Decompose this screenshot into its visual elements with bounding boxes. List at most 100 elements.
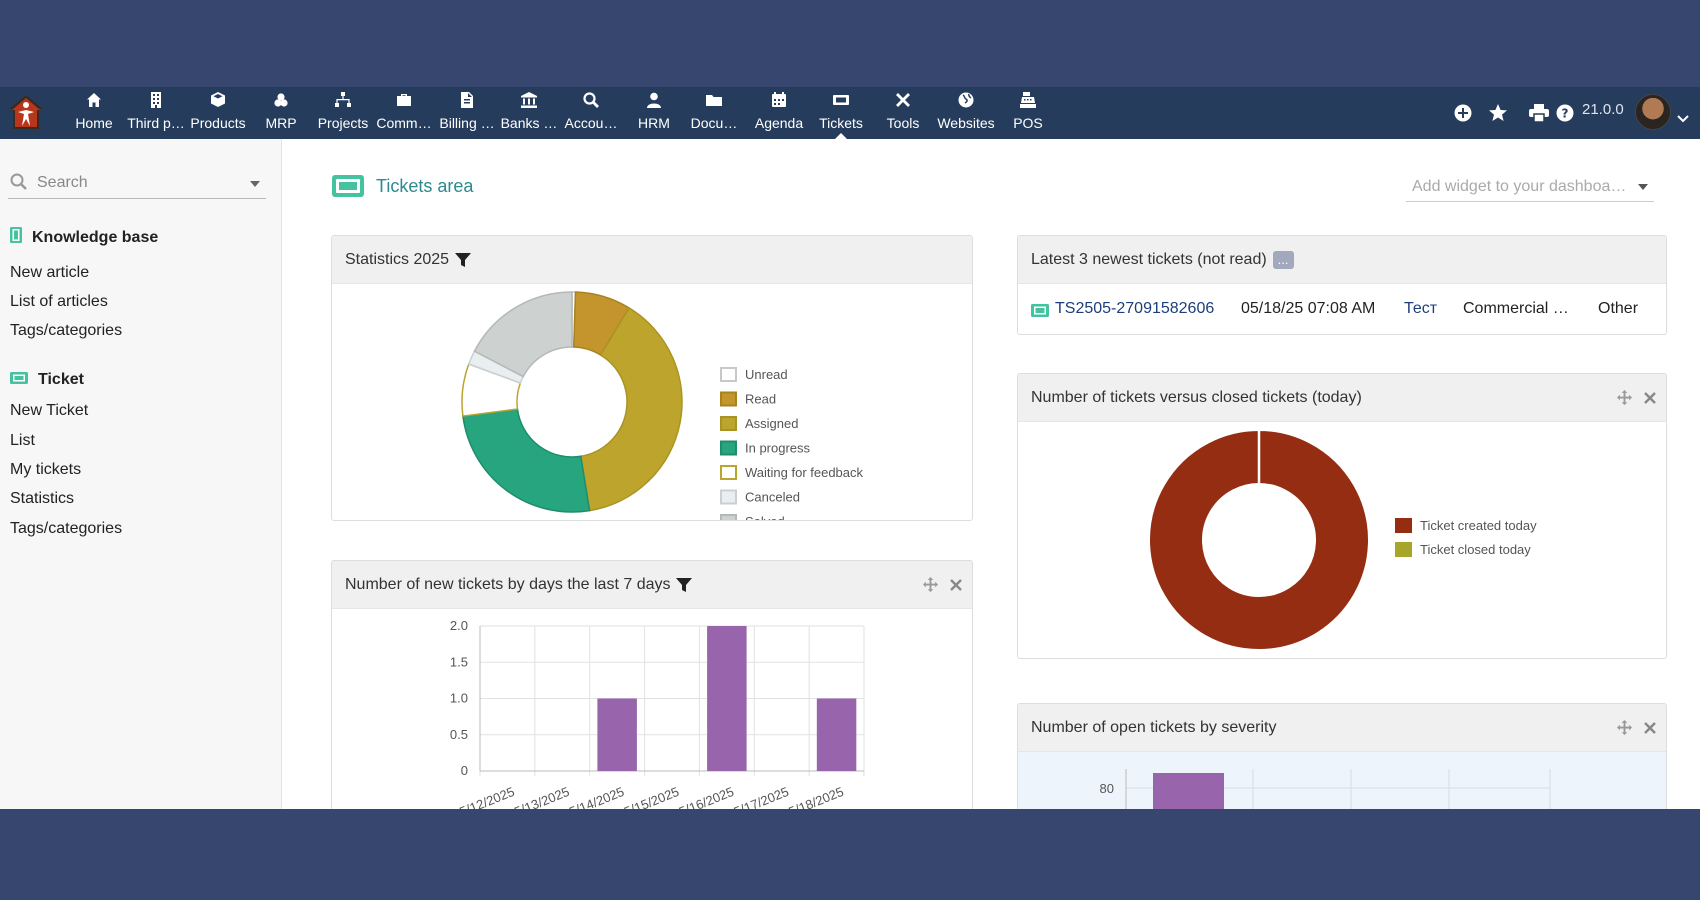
menu-item-websites[interactable]: Websites (934, 87, 998, 139)
close-icon[interactable] (950, 578, 962, 591)
legend-swatch (720, 416, 737, 431)
menu-item-agenda[interactable]: Agenda (749, 87, 809, 139)
add-widget-select[interactable]: Add widget to your dashboa… (1406, 172, 1654, 202)
sidebar-section-knowledge-base[interactable]: Knowledge base (10, 227, 158, 248)
sidebar-link-list[interactable]: List (10, 432, 35, 449)
menu-item-label: Docu… (690, 115, 738, 131)
panel-header: Latest 3 newest tickets (not read) ... (1018, 236, 1666, 284)
bank-icon (521, 92, 537, 108)
menu-item-hrm[interactable]: HRM (627, 87, 681, 139)
sidebar-link-list-articles[interactable]: List of articles (10, 293, 108, 310)
svg-text:?: ? (1562, 107, 1569, 121)
legend-label: Ticket created today (1420, 518, 1537, 533)
menu-item-label: POS (1013, 115, 1043, 131)
menu-item-documents[interactable]: Docu… (687, 87, 741, 139)
folder-icon (706, 95, 722, 106)
legend-swatch (1395, 542, 1412, 557)
menu-item-label: Banks … (500, 115, 558, 131)
new-tickets-bar-chart: 00.51.01.52.005/12/202505/13/202505/14/2… (450, 618, 865, 809)
chevron-down-icon[interactable] (1677, 106, 1689, 132)
open-tickets-severity-panel: Number of open tickets by severity 80 (1017, 703, 1667, 809)
user-avatar[interactable] (1635, 94, 1671, 130)
menu-item-banks[interactable]: Banks … (499, 87, 559, 139)
sidebar-link-statistics[interactable]: Statistics (10, 490, 75, 507)
close-icon[interactable] (1644, 391, 1656, 404)
ticket-date: 05/18/25 07:08 AM (1241, 300, 1376, 317)
ticket-subject-link[interactable]: Тест (1404, 300, 1438, 317)
menu-item-label: HRM (638, 115, 670, 131)
ticket-type: Commercial … (1463, 300, 1569, 317)
menu-item-pos[interactable]: POS (1003, 87, 1053, 139)
create-icon[interactable] (1454, 100, 1472, 126)
sidebar-link-ticket-tags[interactable]: Tags/categories (10, 520, 123, 537)
menu-item-products[interactable]: Products (188, 87, 248, 139)
top-menu-bar: Home Third p… Products MRP Projects Comm… Bill… (0, 87, 1700, 139)
help-icon[interactable]: ? (1556, 100, 1574, 126)
ticket-category: Other (1598, 300, 1639, 317)
building-icon (151, 92, 161, 108)
sidebar-section-title: Knowledge base (32, 228, 159, 246)
menu-item-tickets[interactable]: Tickets (813, 87, 869, 139)
menu-item-commercial[interactable]: Comm… (375, 87, 433, 139)
legend-swatch (720, 391, 737, 407)
close-icon[interactable] (1644, 721, 1656, 734)
y-tick-label: 1.5 (450, 654, 468, 669)
menu-item-home[interactable]: Home (64, 87, 124, 139)
y-tick-label: 0.5 (450, 727, 468, 742)
legend-swatch (720, 465, 737, 480)
donut-slice-ticket-created-today[interactable] (1147, 428, 1370, 651)
menu-item-billing[interactable]: Billing … (436, 87, 498, 139)
move-icon[interactable] (1617, 390, 1632, 405)
sidebar-link-new-ticket[interactable]: New Ticket (10, 402, 89, 419)
menu-item-mrp[interactable]: MRP (256, 87, 306, 139)
bar[interactable] (816, 698, 857, 772)
menu-item-label: Comm… (376, 115, 432, 131)
filter-icon[interactable] (676, 577, 693, 593)
move-icon[interactable] (923, 577, 938, 592)
panel-title: Number of open tickets by severity (1031, 719, 1277, 736)
legend-swatch (720, 514, 737, 520)
print-icon[interactable] (1529, 100, 1549, 126)
panel-title: Statistics 2025 (345, 251, 450, 268)
panel-title: Number of tickets versus closed tickets … (1031, 389, 1362, 406)
sidebar-section-ticket[interactable]: Ticket (10, 371, 84, 389)
bar[interactable] (597, 698, 637, 772)
sitemap-icon (335, 92, 351, 107)
left-sidebar: Search Knowledge base New article List o… (0, 139, 282, 809)
donut-slice-assigned[interactable] (579, 306, 683, 512)
search-placeholder: Search (37, 174, 88, 191)
active-indicator (835, 133, 847, 139)
ticket-ref-link[interactable]: TS2505-27091582606 (1055, 300, 1215, 317)
sidebar-link-new-article[interactable]: New article (10, 264, 90, 281)
dolibarr-logo[interactable] (6, 92, 46, 132)
calendar-icon (772, 92, 786, 107)
legend-swatch (720, 440, 737, 456)
donut-slice-solved[interactable] (473, 291, 573, 378)
donut-slice-in-progress[interactable] (462, 408, 591, 513)
legend-swatch (720, 367, 737, 382)
move-icon[interactable] (1617, 720, 1632, 735)
menu-item-projects[interactable]: Projects (313, 87, 373, 139)
legend-label: Read (745, 392, 776, 407)
menu-item-third-party[interactable]: Third p… (125, 87, 187, 139)
menu-item-tools[interactable]: Tools (878, 87, 928, 139)
bar[interactable] (707, 626, 747, 771)
sidebar-link-my-tickets[interactable]: My tickets (10, 461, 82, 478)
bar[interactable] (1153, 773, 1224, 809)
x-tick-label: 05/12/2025 (451, 784, 517, 809)
latest-tickets-panel: Latest 3 newest tickets (not read) ... T… (1017, 235, 1667, 335)
more-badge[interactable]: ... (1272, 251, 1294, 269)
sidebar-search-select[interactable]: Search (8, 169, 266, 199)
legend-label: In progress (745, 441, 811, 456)
menu-item-accounting[interactable]: Accou… (560, 87, 622, 139)
search-icon (10, 173, 27, 190)
menu-item-label: Billing … (439, 115, 495, 131)
legend-label: Waiting for feedback (745, 465, 864, 480)
sidebar-section-title: Ticket (38, 371, 84, 388)
bookmark-star-icon[interactable] (1488, 100, 1508, 126)
tickets-versus-closed-panel: Number of tickets versus closed tickets … (1017, 373, 1667, 659)
menu-item-label: MRP (265, 115, 297, 131)
sidebar-link-kb-tags[interactable]: Tags/categories (10, 322, 123, 339)
globe-icon (958, 92, 974, 108)
filter-icon[interactable] (455, 252, 472, 268)
